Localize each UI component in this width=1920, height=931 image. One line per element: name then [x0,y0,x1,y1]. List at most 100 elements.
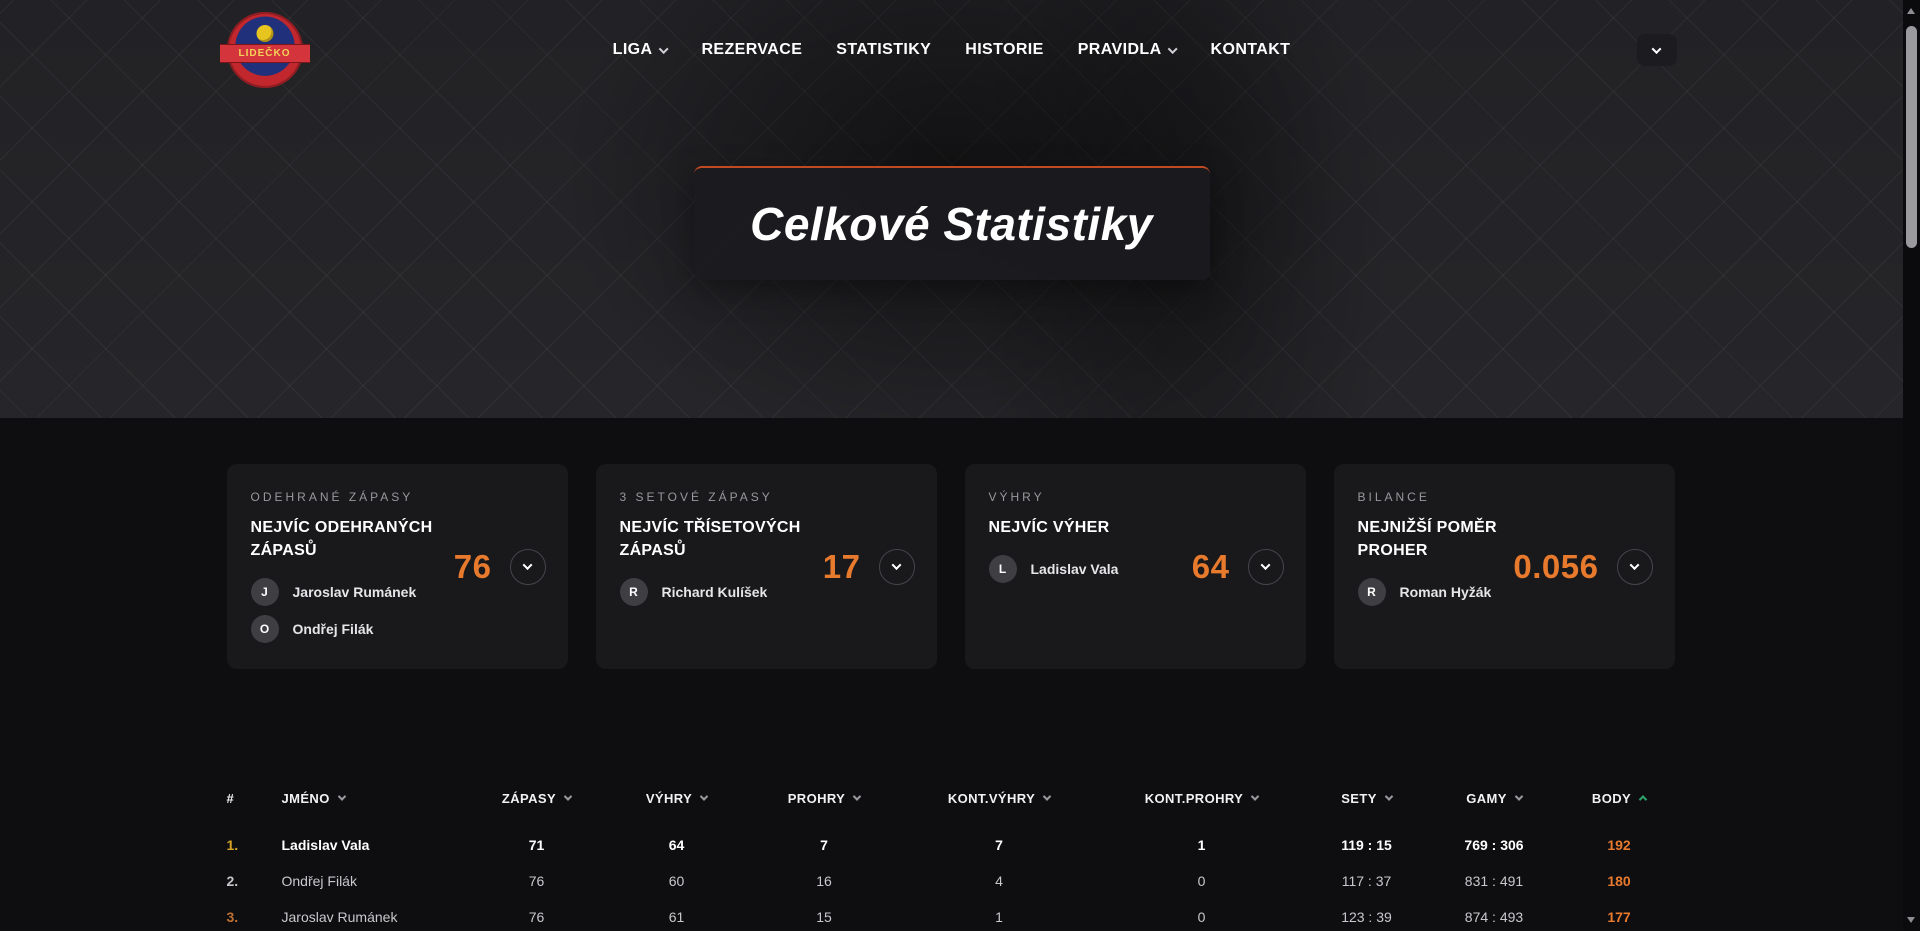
vertical-scrollbar[interactable] [1903,0,1920,931]
expand-card-button[interactable] [1247,548,1284,585]
nav-item-statistiky[interactable]: STATISTIKY [836,41,931,59]
gamy-cell: 769 : 306 [1464,837,1524,853]
nav-item-liga[interactable]: LIGA [613,41,669,59]
column-label: GAMY [1466,790,1507,806]
name-cell: Ondřej Filák [281,873,357,889]
table-row[interactable]: 3. Jaroslav Rumánek 76 61 15 1 0 123 : 3… [227,899,1677,931]
nav-label: STATISTIKY [836,41,932,58]
card-eyebrow: BILANCE [1357,490,1430,504]
sort-chevron-up-icon [1638,795,1648,804]
zapasy-cell: 76 [528,873,545,889]
sety-cell: 117 : 37 [1341,873,1392,889]
table-row[interactable]: 1. Ladislav Vala 71 64 7 7 1 119 : 15 76… [227,827,1677,863]
nav-item-pravidla[interactable]: PRAVIDLA [1078,41,1178,59]
stat-value: 17 [822,547,861,585]
sort-chevron-down-icon [1042,792,1052,801]
nav-item-kontakt[interactable]: KONTAKT [1211,41,1291,59]
expand-card-button[interactable] [1616,548,1653,585]
player-list: R Roman Hyžák [1357,578,1651,607]
kont-prohry-cell: 1 [1197,837,1206,853]
logo-text: LIDEČKO [219,44,310,63]
chevron-down-icon [522,560,533,571]
sety-cell: 123 : 39 [1341,909,1392,925]
sort-chevron-down-icon [1514,792,1524,801]
column-label: PROHRY [787,790,846,806]
column-header-gamy[interactable]: GAMY [1427,791,1562,806]
stat-card-vyhry: VÝHRY NEJVÍC VÝHER L Ladislav Vala 64 [964,464,1306,669]
column-label: BODY [1591,790,1632,806]
vyhry-cell: 61 [668,909,685,925]
column-label: JMÉNO [281,790,330,806]
prohry-cell: 15 [816,909,832,925]
column-header-kont-vyhry[interactable]: KONT.VÝHRY [902,791,1097,806]
scroll-up-arrow-icon[interactable] [1907,8,1915,14]
sort-chevron-down-icon [1251,792,1260,801]
club-logo[interactable]: LIDEČKO [219,12,310,88]
card-title: NEJNIŽŠÍ POMĚR PROHER [1357,519,1497,560]
kont-vyhry-cell: 7 [995,837,1003,853]
list-item: J Jaroslav Rumánek [250,578,544,607]
body-cell: 180 [1607,873,1631,889]
card-eyebrow: 3 SETOVÉ ZÁPASY [619,490,773,504]
page-title-card: Celkové Statistiky [693,166,1210,280]
stat-value-group: 17 [823,548,915,586]
column-header-prohry[interactable]: PROHRY [747,791,902,806]
card-title: NEJVÍC ODEHRANÝCH ZÁPASŮ [250,519,433,560]
column-label: VÝHRY [645,790,693,806]
sety-cell: 119 : 15 [1341,837,1392,853]
statistics-section: ODEHRANÉ ZÁPASY NEJVÍC ODEHRANÝCH ZÁPASŮ… [0,418,1903,931]
tennis-ball-icon [256,25,273,42]
zapasy-cell: 71 [528,837,545,853]
name-cell: Ladislav Vala [281,837,370,853]
avatar: R [1357,578,1386,607]
card-eyebrow: ODEHRANÉ ZÁPASY [250,490,414,504]
expand-card-button[interactable] [509,548,546,585]
page-title: Celkové Statistiky [750,198,1153,250]
column-header-body[interactable]: BODY [1562,791,1677,806]
gamy-cell: 831 : 491 [1464,873,1524,889]
nav-item-historie[interactable]: HISTORIE [965,41,1043,59]
list-item: R Roman Hyžák [1357,578,1651,607]
column-header-kont-prohry[interactable]: KONT.PROHRY [1097,791,1307,806]
card-title: NEJVÍC VÝHER [988,519,1110,536]
header-dropdown-button[interactable] [1636,34,1677,66]
stat-value-group: 76 [454,548,546,586]
zapasy-cell: 76 [528,909,545,925]
stat-value-group: 64 [1192,548,1284,586]
column-header-sety[interactable]: SETY [1307,791,1427,806]
body-cell: 192 [1607,837,1631,853]
chevron-down-icon [891,560,902,571]
table-header-row: # JMÉNO ZÁPASY VÝHRY PROHRY [227,781,1677,815]
column-header-zapasy[interactable]: ZÁPASY [467,791,607,806]
expand-card-button[interactable] [878,548,915,585]
column-label: SETY [1341,790,1377,806]
column-label: # [226,790,235,806]
avatar: R [619,578,648,607]
nav-label: HISTORIE [965,41,1044,58]
card-eyebrow: VÝHRY [988,490,1045,504]
column-header-vyhry[interactable]: VÝHRY [607,791,747,806]
player-list: R Richard Kulíšek [619,578,913,607]
sort-chevron-down-icon [337,792,346,801]
column-label: KONT.PROHRY [1144,790,1244,806]
standings-table: # JMÉNO ZÁPASY VÝHRY PROHRY [227,781,1677,931]
column-header-jmeno[interactable]: JMÉNO [282,791,467,806]
column-label: ZÁPASY [501,790,557,806]
nav-label: KONTAKT [1210,41,1291,58]
scroll-down-arrow-icon[interactable] [1907,917,1915,923]
main-nav: LIGA REZERVACE STATISTIKY HISTORIE PRAVI… [613,0,1291,100]
nav-item-rezervace[interactable]: REZERVACE [701,41,802,59]
sort-chevron-down-icon [1384,792,1394,801]
list-item: R Richard Kulíšek [619,578,913,607]
stat-card-bilance: BILANCE NEJNIŽŠÍ POMĚR PROHER R Roman Hy… [1333,464,1675,669]
column-header-rank: # [227,791,282,806]
kont-prohry-cell: 0 [1197,909,1206,925]
avatar: O [250,615,279,644]
vyhry-cell: 64 [668,837,685,853]
prohry-cell: 7 [820,837,828,853]
scrollbar-thumb[interactable] [1906,26,1917,248]
chevron-down-icon [659,43,669,54]
table-row[interactable]: 2. Ondřej Filák 76 60 16 4 0 117 : 37 83… [227,863,1677,899]
stat-card-odehrane-zapasy: ODEHRANÉ ZÁPASY NEJVÍC ODEHRANÝCH ZÁPASŮ… [226,464,568,669]
chevron-down-icon [1629,560,1640,571]
